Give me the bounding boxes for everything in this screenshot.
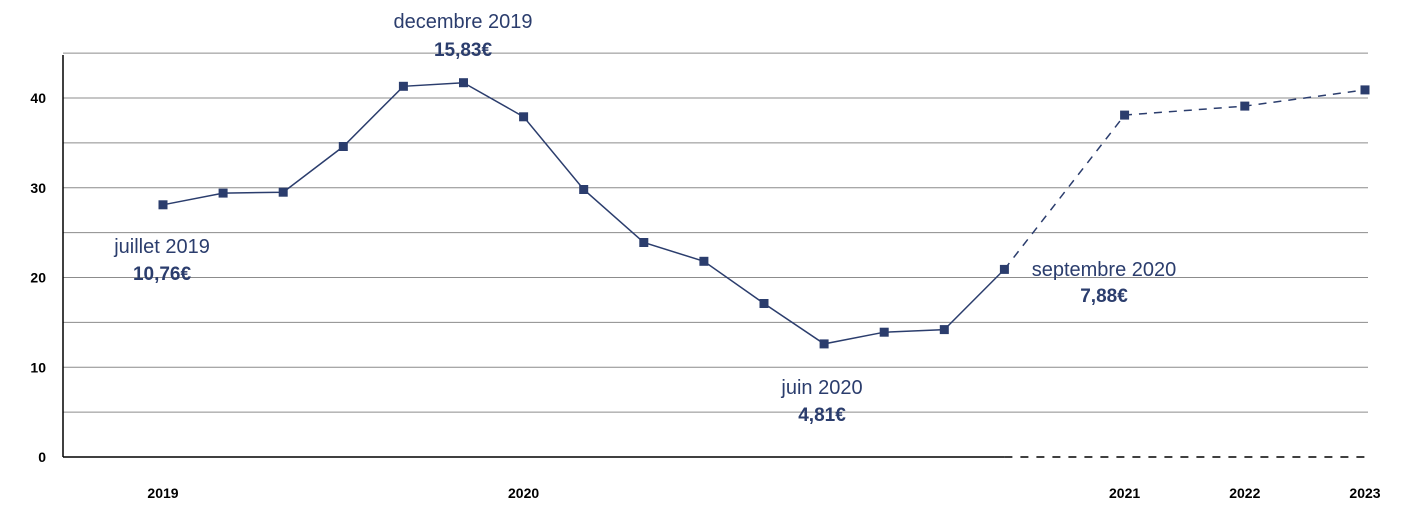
data-point-marker xyxy=(999,264,1009,274)
grid-lines xyxy=(63,52,1368,413)
annotation-juillet-2019-value: 10,76€ xyxy=(133,264,192,285)
data-point-marker xyxy=(1120,110,1130,120)
axes xyxy=(62,55,1368,458)
data-point-marker xyxy=(699,256,709,266)
data-point-marker xyxy=(459,78,468,88)
annotation-juillet-2019-label: juillet 2019 xyxy=(113,236,210,258)
x-tick-label-2020: 2020 xyxy=(508,485,539,501)
y-axis-ticks: 0 10 20 30 40 xyxy=(30,90,46,465)
data-point-marker xyxy=(398,81,408,91)
y-tick-label-40: 40 xyxy=(30,90,46,106)
y-tick-label-10: 10 xyxy=(30,359,46,375)
y-tick-label-0: 0 xyxy=(38,449,46,465)
annotation-juin-2020-label: juin 2020 xyxy=(780,377,862,399)
x-tick-label-2023: 2023 xyxy=(1349,485,1380,501)
data-point-marker xyxy=(879,327,889,337)
series xyxy=(158,78,1370,349)
x-axis-ticks: 2019 2020 2021 2022 2023 xyxy=(147,485,1380,501)
data-point-marker xyxy=(158,200,168,210)
data-point-marker xyxy=(579,185,589,194)
data-point-marker xyxy=(639,238,649,247)
series-line-solid xyxy=(162,81,1005,345)
data-point-marker xyxy=(1240,101,1250,111)
data-point-marker xyxy=(759,299,769,308)
x-tick-label-2019: 2019 xyxy=(147,485,178,501)
data-point-marker xyxy=(338,142,348,151)
annotation-juin-2020-value: 4,81€ xyxy=(798,405,846,426)
data-point-marker xyxy=(519,112,529,122)
annotation-decembre-2019-label: decembre 2019 xyxy=(394,11,533,33)
data-point-marker xyxy=(1360,85,1370,95)
annotation-septembre-2020-value: 7,88€ xyxy=(1080,286,1128,307)
annotations: decembre 2019 15,83€ juillet 2019 10,76€… xyxy=(113,11,1176,426)
x-tick-label-2022: 2022 xyxy=(1229,485,1260,501)
series-line-dashed xyxy=(1003,89,1366,270)
data-point-marker xyxy=(819,339,829,349)
annotation-decembre-2019-value: 15,83€ xyxy=(434,40,493,61)
data-point-marker xyxy=(218,188,228,198)
y-tick-label-30: 30 xyxy=(30,180,46,196)
data-point-marker xyxy=(939,325,949,335)
y-tick-label-20: 20 xyxy=(30,270,46,286)
data-point-marker xyxy=(278,187,288,197)
annotation-septembre-2020-label: septembre 2020 xyxy=(1032,259,1177,281)
x-tick-label-2021: 2021 xyxy=(1109,485,1140,501)
